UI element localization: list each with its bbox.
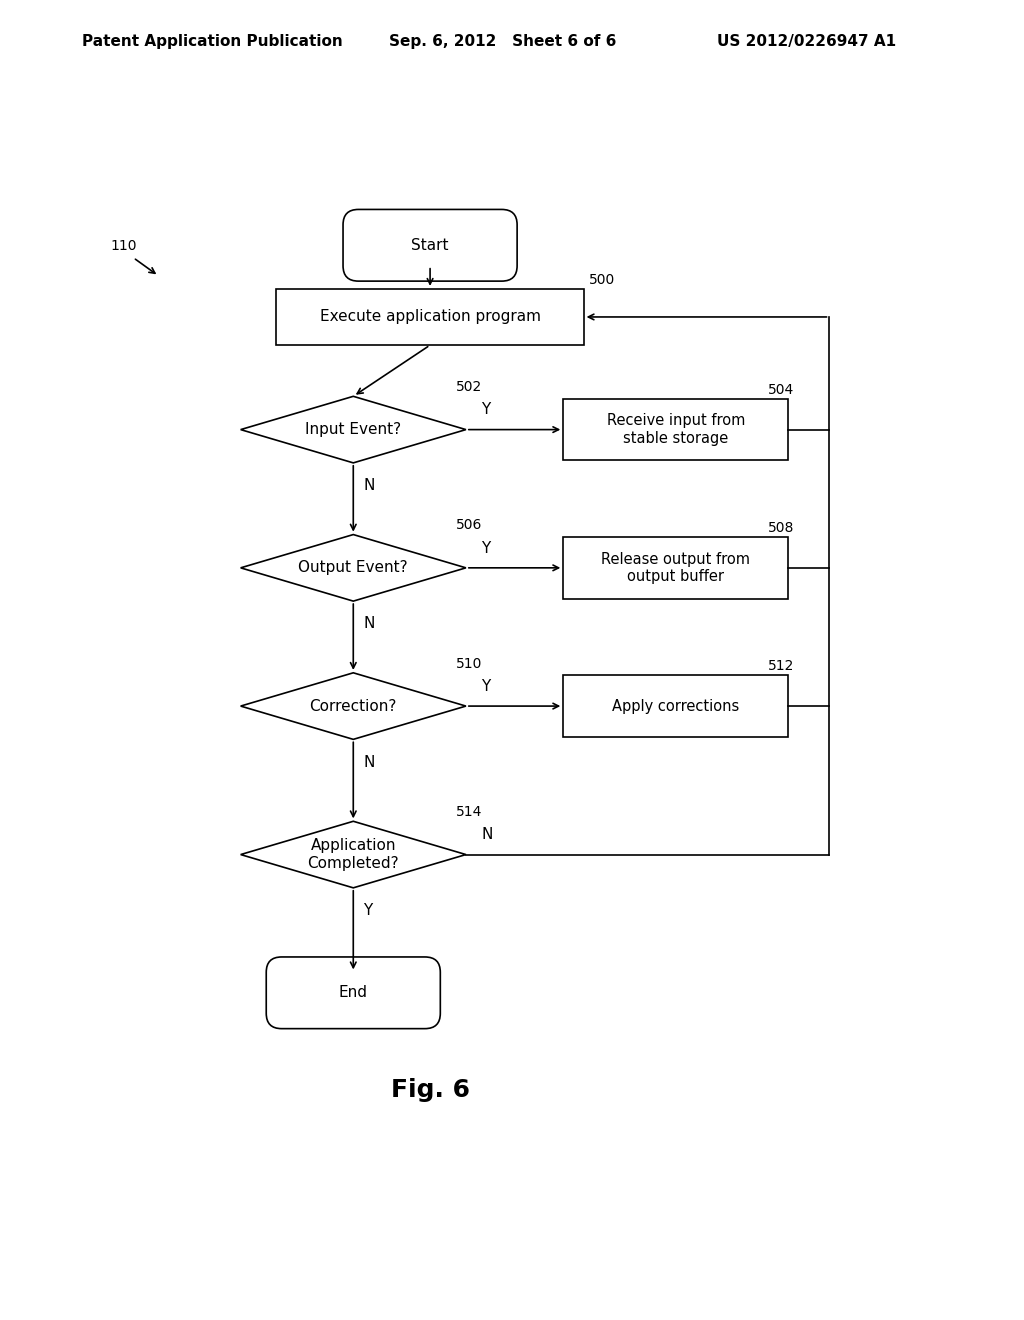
Text: Patent Application Publication: Patent Application Publication: [82, 34, 343, 49]
Text: US 2012/0226947 A1: US 2012/0226947 A1: [717, 34, 896, 49]
Polygon shape: [241, 673, 466, 739]
Text: 514: 514: [456, 805, 482, 820]
Text: Y: Y: [364, 903, 373, 919]
Text: 500: 500: [589, 273, 615, 286]
FancyBboxPatch shape: [266, 957, 440, 1028]
Text: N: N: [364, 755, 375, 770]
Text: Sep. 6, 2012   Sheet 6 of 6: Sep. 6, 2012 Sheet 6 of 6: [389, 34, 616, 49]
Bar: [563, 676, 788, 737]
Text: N: N: [481, 828, 493, 842]
Text: N: N: [364, 478, 375, 494]
Text: 504: 504: [768, 383, 795, 397]
Text: Application
Completed?: Application Completed?: [307, 838, 399, 871]
FancyBboxPatch shape: [343, 210, 517, 281]
Text: End: End: [339, 985, 368, 1001]
Text: Receive input from
stable storage: Receive input from stable storage: [606, 413, 745, 446]
Text: Release output from
output buffer: Release output from output buffer: [601, 552, 751, 583]
Text: Apply corrections: Apply corrections: [612, 698, 739, 714]
Text: Input Event?: Input Event?: [305, 422, 401, 437]
Text: 508: 508: [768, 521, 795, 535]
Text: 510: 510: [456, 656, 482, 671]
Text: Output Event?: Output Event?: [298, 560, 409, 576]
Text: 110: 110: [111, 239, 137, 253]
Text: Y: Y: [481, 678, 490, 694]
Polygon shape: [241, 535, 466, 601]
Bar: [276, 289, 584, 345]
Text: Fig. 6: Fig. 6: [390, 1078, 470, 1102]
Text: Start: Start: [412, 238, 449, 253]
Text: N: N: [364, 616, 375, 631]
Text: Y: Y: [481, 403, 490, 417]
Polygon shape: [241, 396, 466, 463]
Bar: [563, 537, 788, 598]
Text: 502: 502: [456, 380, 482, 395]
Polygon shape: [241, 821, 466, 888]
Text: 506: 506: [456, 519, 482, 532]
Text: Y: Y: [481, 541, 490, 556]
Text: Execute application program: Execute application program: [319, 309, 541, 325]
Text: Correction?: Correction?: [309, 698, 397, 714]
Text: 512: 512: [768, 659, 795, 673]
Bar: [563, 399, 788, 461]
